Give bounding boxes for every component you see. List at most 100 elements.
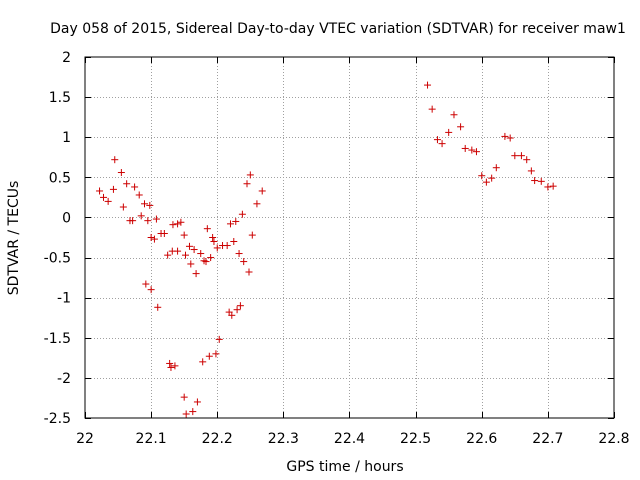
- data-point: [235, 250, 243, 258]
- data-point: [240, 258, 248, 266]
- data-point: [506, 134, 514, 142]
- y-axis-label: SDTVAR / TECUs: [6, 181, 22, 296]
- data-point: [238, 210, 246, 218]
- data-point: [492, 164, 500, 172]
- data-point: [119, 203, 127, 211]
- data-point: [160, 229, 168, 237]
- data-point: [182, 251, 190, 259]
- data-point: [193, 398, 201, 406]
- data-point: [202, 258, 210, 266]
- data-point: [180, 393, 188, 401]
- data-point: [210, 238, 218, 246]
- data-point: [468, 146, 476, 154]
- x-tick-label: 22.8: [598, 431, 629, 447]
- grid: [85, 57, 614, 418]
- data-point: [236, 302, 244, 310]
- data-point: [232, 217, 240, 225]
- data-point: [167, 363, 175, 371]
- data-point: [246, 171, 254, 179]
- data-point: [212, 350, 220, 358]
- data-point: [147, 286, 155, 294]
- data-point: [207, 254, 215, 262]
- data-point: [164, 251, 172, 259]
- y-tick-label: -2.5: [44, 411, 71, 427]
- data-point: [233, 306, 241, 314]
- x-tick-label: 22.2: [202, 431, 233, 447]
- data-point: [213, 244, 221, 252]
- data-point: [146, 201, 154, 209]
- data-point: [544, 183, 552, 191]
- data-point: [144, 217, 152, 225]
- data-point: [177, 218, 185, 226]
- data-point: [154, 303, 162, 311]
- x-tick-label: 22.1: [136, 431, 167, 447]
- data-point: [171, 362, 179, 370]
- data-point: [185, 242, 193, 250]
- data-point: [131, 183, 139, 191]
- data-point: [150, 235, 158, 243]
- data-point: [203, 225, 211, 233]
- y-tick-label: 0: [62, 210, 71, 226]
- data-point: [135, 191, 143, 199]
- data-point: [100, 193, 108, 201]
- data-point: [472, 148, 480, 156]
- data-point: [527, 167, 535, 175]
- data-point: [189, 408, 197, 416]
- y-tick-label: 0.5: [49, 170, 71, 186]
- data-point: [438, 140, 446, 148]
- y-tick-label: 2: [62, 50, 71, 66]
- data-point: [253, 200, 261, 208]
- y-tick-label: -1: [57, 291, 71, 307]
- x-tick-label: 22: [76, 431, 94, 447]
- data-point: [248, 231, 256, 239]
- x-tick-labels: 22 22.1 22.2 22.3 22.4 22.5 22.6 22.7 22.8: [76, 431, 630, 447]
- data-point: [96, 187, 104, 195]
- data-point: [223, 242, 231, 250]
- data-point: [199, 358, 207, 366]
- data-point: [152, 215, 160, 223]
- y-tick-label: -1.5: [44, 331, 71, 347]
- data-point: [226, 220, 234, 228]
- data-point: [187, 260, 195, 268]
- y-tick-label: 1.5: [49, 90, 71, 106]
- data-point: [482, 178, 490, 186]
- data-point: [197, 250, 205, 258]
- y-tick-label: 1: [62, 130, 71, 146]
- data-point: [424, 81, 432, 89]
- x-tick-label: 22.5: [400, 431, 431, 447]
- data-point: [117, 169, 125, 177]
- data-point: [245, 268, 253, 276]
- data-point: [142, 280, 150, 288]
- x-tick-label: 22.3: [268, 431, 299, 447]
- data-point: [478, 172, 486, 180]
- data-point: [182, 410, 190, 418]
- x-axis-label: GPS time / hours: [286, 459, 403, 475]
- data-point: [215, 335, 223, 343]
- data-point: [166, 359, 174, 367]
- data-point: [488, 174, 496, 182]
- data-point: [104, 197, 112, 205]
- data-point: [230, 238, 238, 246]
- data-point: [433, 136, 441, 144]
- data-point: [190, 246, 198, 254]
- x-tick-label: 22.7: [532, 431, 563, 447]
- data-point: [180, 231, 188, 239]
- data-point: [111, 156, 119, 164]
- data-point: [428, 105, 436, 113]
- axis-ticks: [85, 57, 615, 419]
- x-tick-label: 22.4: [334, 431, 365, 447]
- data-point: [523, 156, 531, 164]
- y-tick-labels: 2 1.5 1 0.5 0 -0.5 -1 -1.5 -2 -2.5: [44, 50, 71, 427]
- data-point: [537, 177, 545, 185]
- data-point: [123, 180, 131, 188]
- data-point: [129, 217, 137, 225]
- data-point: [450, 111, 458, 119]
- data-point: [174, 247, 182, 255]
- data-point: [461, 144, 469, 152]
- data-point: [517, 152, 525, 160]
- y-tick-label: -0.5: [44, 251, 71, 267]
- data-point: [445, 128, 453, 136]
- data-point: [457, 123, 465, 131]
- data-point: [258, 187, 266, 195]
